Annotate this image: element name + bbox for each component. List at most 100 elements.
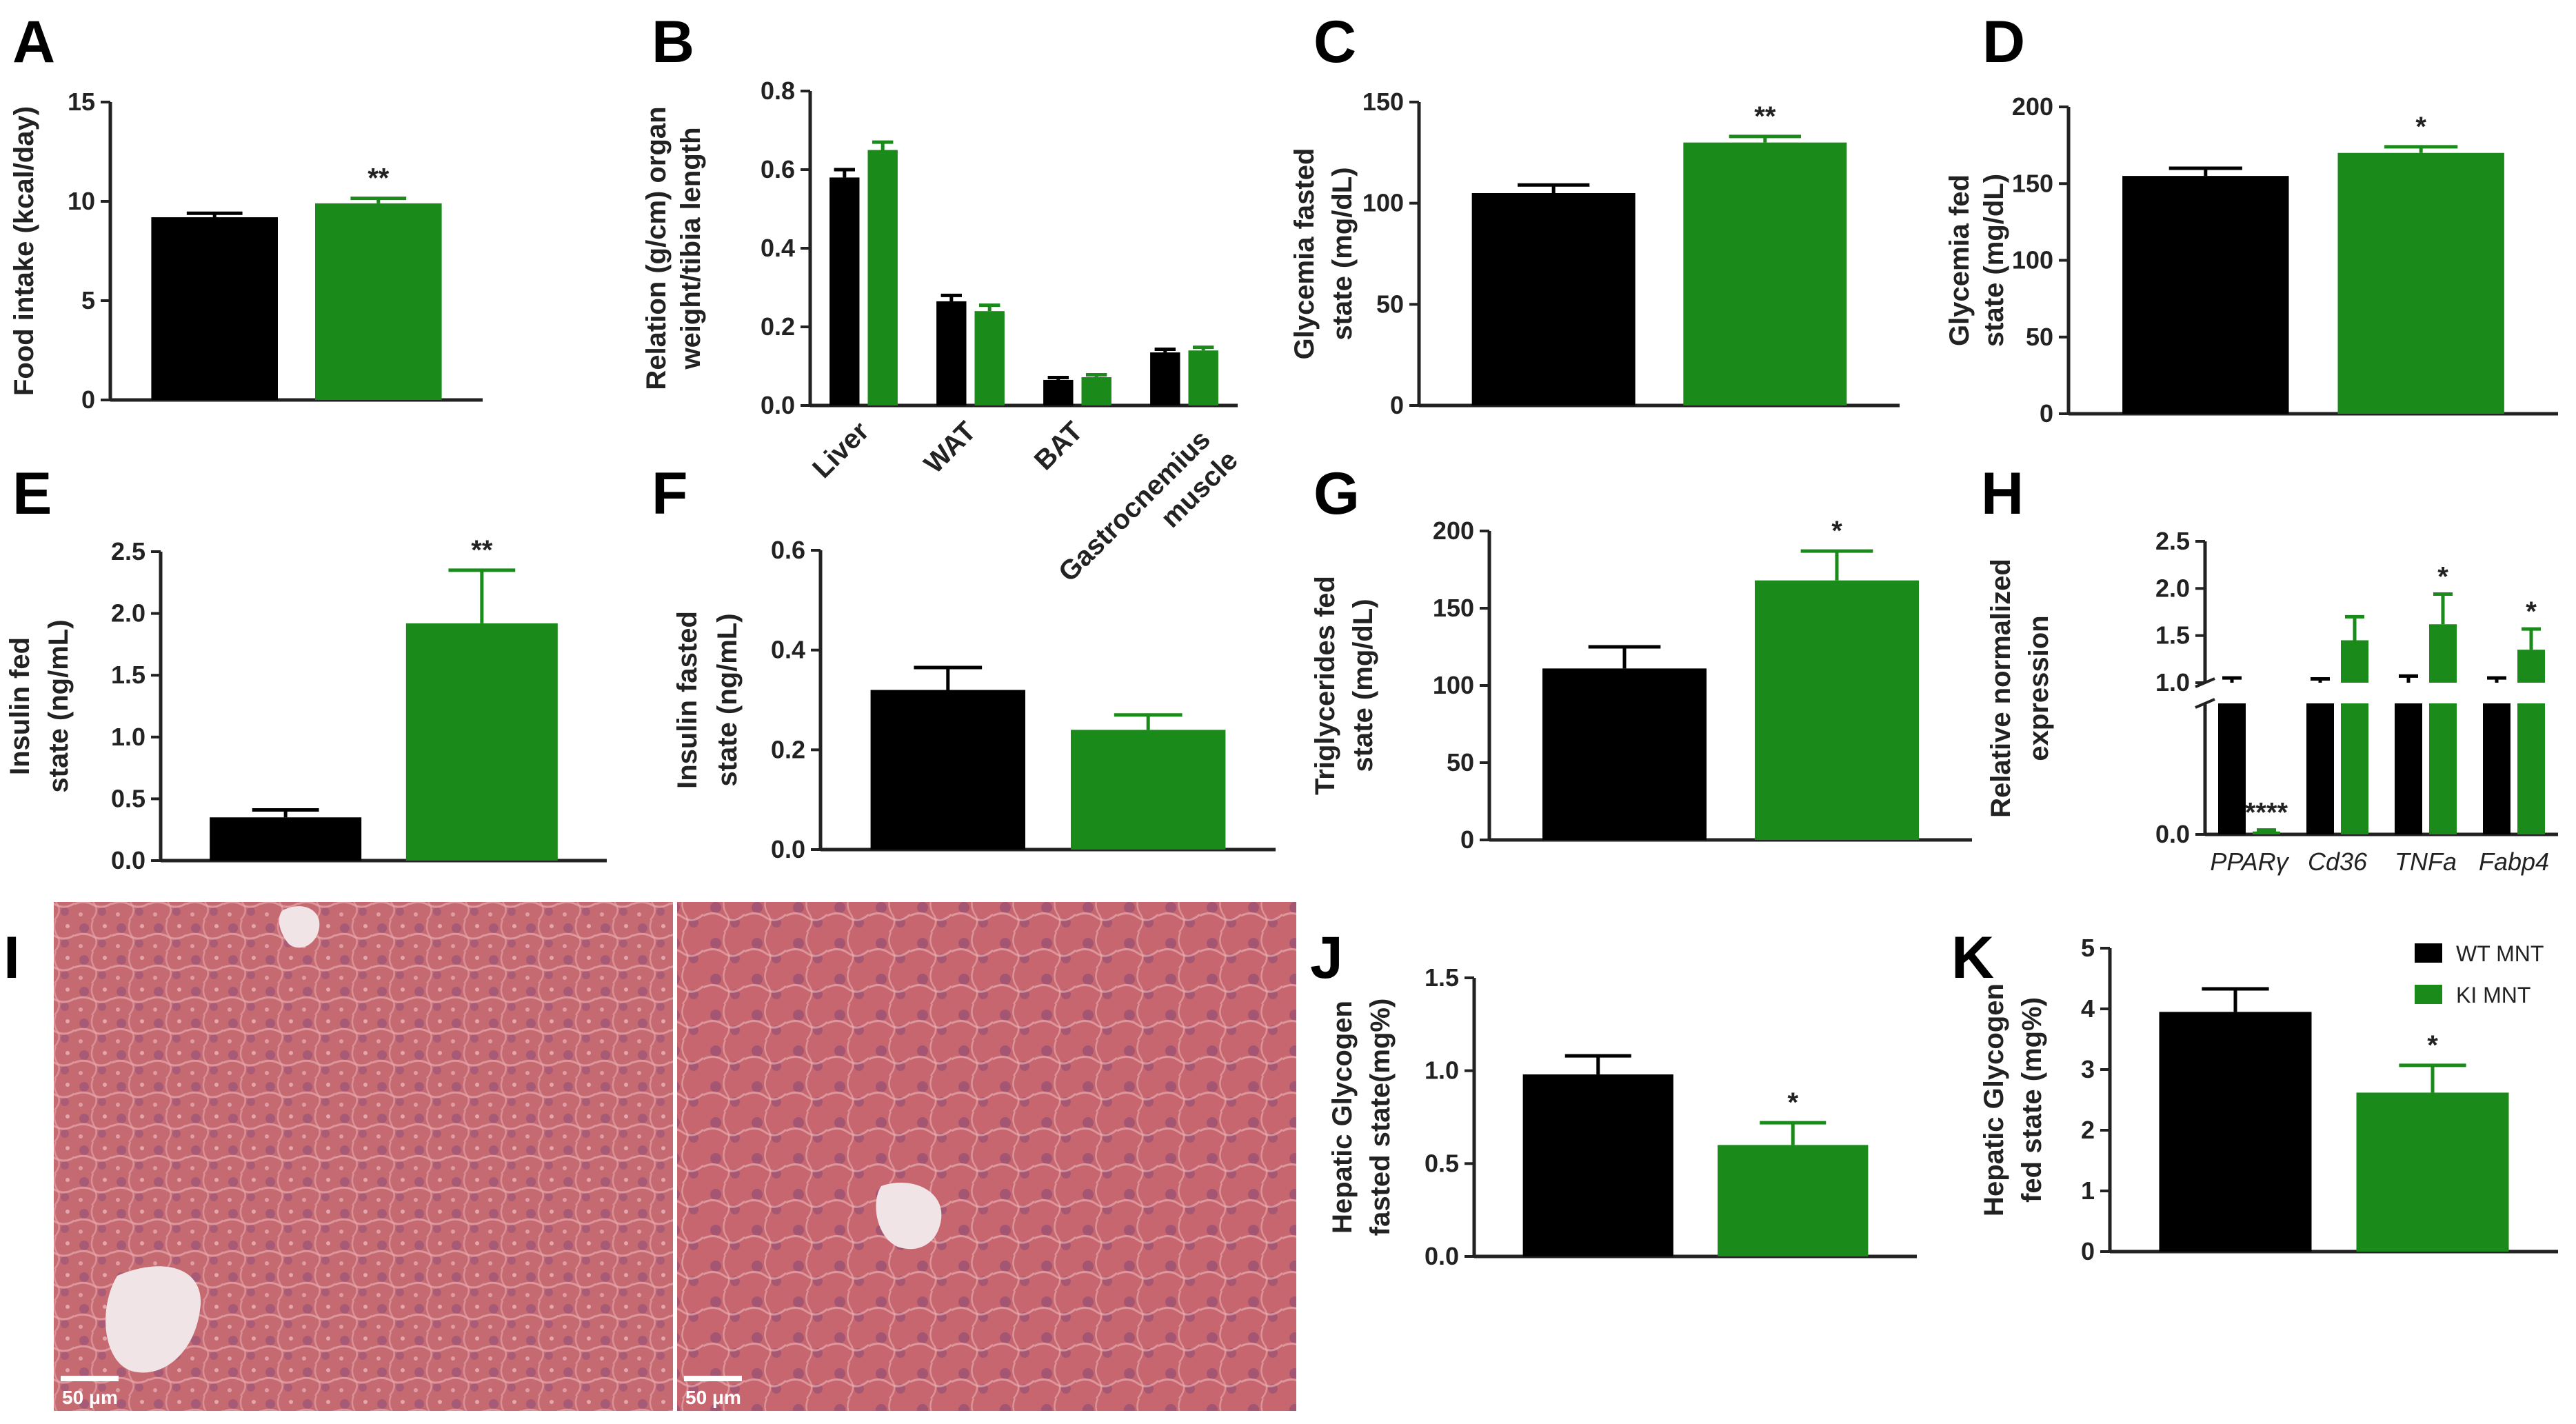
legend-label-ki: KI MNT [2456,983,2530,1007]
legend: WT MNT KI MNT [2415,941,2544,1007]
y-axis-title-B: Relation (g/cm) organ [641,106,672,390]
bar-C-1 [1683,142,1847,405]
y-tick-label-K: 1 [2081,1176,2095,1205]
panel-label-i: I [3,925,20,991]
bar-H-0 [2306,703,2334,834]
y-tick-label-F: 0.6 [771,536,805,564]
bar-B-1 [974,311,1005,405]
panel-label-c: C [1314,9,1356,75]
scale-label-right: 50 μm [685,1387,741,1408]
panel-label-g: G [1314,461,1360,527]
bar-J-0 [1522,1074,1673,1256]
bar-E-1 [405,623,558,861]
y-tick-label-G: 150 [1433,594,1474,622]
y-tick-label-E: 0.5 [111,784,145,812]
y-axis-title-C: state (mg/dL) [1327,167,1358,340]
y-tick-label-H: 2.5 [2155,527,2190,555]
significance-label-H: * [2437,562,2448,592]
bar-H-0 [2483,703,2510,834]
panel-label-k: K [1951,925,1994,991]
bar-J-1 [1718,1145,1869,1256]
chart-panel-g: G Triglycerides fed state (mg/dL) 0 50 100 150… [1310,461,1972,854]
y-tick-label-D: 50 [2026,323,2053,351]
bar-H-1 [2429,624,2457,683]
histology-image-right [677,902,1296,1411]
y-tick-label-A: 10 [68,187,95,215]
y-tick-label-B: 0.4 [761,234,795,262]
y-tick-label-B: 0.6 [761,155,795,183]
y-axis-title-G: state (mg/dL) [1348,599,1378,772]
y-tick-label-G: 200 [1433,517,1474,545]
y-tick-label-J: 0.5 [1425,1149,1459,1177]
y-tick-label-E: 2.5 [111,537,145,565]
y-tick-label-B: 0.8 [761,77,795,105]
axis-break-mark-H [2195,698,2215,709]
bar-B-1 [867,150,898,405]
vessel-left-top [279,906,320,948]
significance-label-C: ** [1754,101,1776,132]
bar-H-1 [2341,640,2368,683]
y-axis-title-E: Insulin fed [5,637,35,775]
y-tick-label-D: 200 [2012,92,2053,121]
significance-label-K: * [2427,1030,2438,1061]
bar-F-1 [1071,730,1226,850]
x-tick-label-B: Liver [807,416,875,484]
bar-G-1 [1755,580,1919,840]
bar-B-0 [829,177,860,405]
y-tick-label-J: 0.0 [1425,1242,1459,1270]
y-tick-label-A: 5 [81,286,95,314]
y-tick-label-J: 1.0 [1425,1056,1459,1085]
panel-label-h: H [1981,461,2024,527]
panel-label-f: F [652,461,688,527]
y-tick-label-H: 1.5 [2155,621,2190,650]
y-tick-label-K: 5 [2081,934,2095,962]
bar-B-0 [1043,379,1074,405]
bar-A-1 [315,203,442,400]
y-tick-label-F: 0.4 [771,636,805,664]
y-axis-title-D: Glycemia fed [1944,174,1975,346]
y-tick-label-E: 1.0 [111,723,145,751]
x-tick-label-H: Fabp4 [2479,848,2549,876]
chart-panel-h: H Relative normalized expression 1.0 1.5 2.0 2… [1981,461,2558,876]
y-tick-label-F: 0.2 [771,735,805,763]
panel-label-a: A [12,9,55,75]
y-tick-label-G: 0 [1460,825,1474,854]
y-tick-label-K: 2 [2081,1116,2095,1144]
legend-swatch-wt [2415,943,2442,963]
bar-B-0 [936,301,967,405]
panel-label-d: D [1982,9,2025,75]
vessel-left [105,1266,201,1373]
y-tick-label-B: 0.0 [761,391,795,419]
panel-label-e: E [12,461,52,527]
y-axis-title-C: Glycemia fasted [1289,148,1320,360]
y-tick-label-F: 0.0 [771,835,805,863]
chart-panel-d: D Glycemia fed state (mg/dL) 0 50 100 150 200 * [1944,9,2558,428]
chart-panel-e: E Insulin fed state (ng/mL) 0.0 0.5 1.0 1.5 2.0… [5,461,607,874]
y-axis-title-E: state (ng/mL) [43,619,74,792]
vessel-right [876,1183,942,1250]
y-tick-label-E: 1.5 [111,661,145,689]
x-tick-label-B: BAT [1029,416,1089,476]
y-axis-title-J: Hepatic Glycogen [1327,1001,1358,1234]
significance-label-A: ** [368,163,390,194]
significance-label-H: * [2526,596,2537,627]
bar-H-0 [2218,703,2246,834]
panel-label-b: B [652,9,694,75]
scale-bar-right [684,1376,742,1381]
y-axis-title-J: fasted state(mg%) [1365,999,1396,1236]
y-axis-title-F: state (ng/mL) [712,613,743,786]
y-tick-label-A: 15 [68,88,95,116]
y-axis-title-G: Triglycerides fed [1310,576,1340,795]
y-tick-label-B: 0.2 [761,312,795,341]
bar-H-1 [2429,703,2457,834]
y-tick-label-D: 0 [2040,399,2053,428]
bar-A-0 [151,217,278,400]
y-tick-label-H: 1.0 [2155,668,2190,696]
y-tick-label-G: 100 [1433,671,1474,699]
y-tick-label-G: 50 [1447,748,1474,776]
chart-panel-f: F Insulin fasted state (ng/mL) 0.0 0.2 0.4 0.6 [652,461,1276,863]
y-axis-title-H: Relative normalized [1986,559,2016,818]
x-tick-label-H: PPARγ [2210,848,2289,876]
y-tick-label-H: 2.0 [2155,574,2190,602]
